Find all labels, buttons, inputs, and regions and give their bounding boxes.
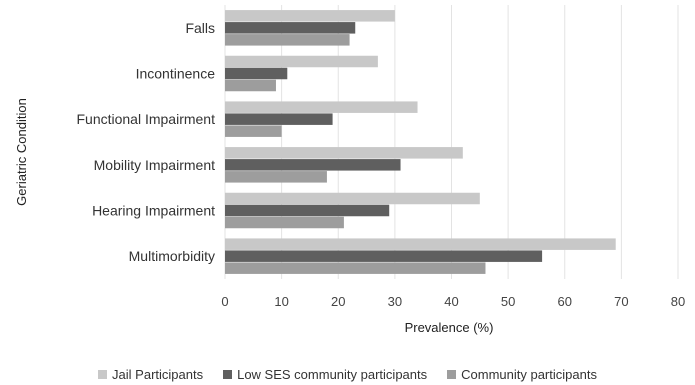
bar [225, 22, 356, 34]
x-tick-label: 20 [331, 294, 345, 309]
bar [225, 79, 276, 92]
legend-item: Community participants [447, 367, 597, 382]
x-tick-label: 40 [444, 294, 458, 309]
bar [225, 125, 282, 137]
bar [225, 10, 395, 22]
x-tick-label: 80 [671, 294, 685, 309]
x-tick-label: 50 [501, 294, 515, 309]
bar [225, 67, 288, 80]
category-label: Falls [185, 20, 215, 36]
bar [225, 238, 616, 250]
bar [225, 34, 350, 46]
legend-label: Low SES community participants [237, 366, 428, 382]
bar [225, 113, 333, 125]
bar [225, 192, 480, 205]
x-tick-label: 10 [274, 294, 288, 309]
legend-swatch [223, 369, 233, 379]
bar [225, 147, 463, 159]
gridlines [224, 5, 679, 279]
x-tick-label: 0 [221, 294, 228, 309]
x-axis-title: Prevalence (%) [405, 320, 494, 335]
x-tick-label: 70 [614, 294, 628, 309]
x-tick-label: 30 [388, 294, 402, 309]
category-label: Hearing Impairment [92, 203, 215, 219]
legend-item: Jail Participants [98, 367, 203, 382]
bar [225, 55, 378, 68]
bar [225, 204, 390, 217]
category-label: Functional Impairment [76, 111, 215, 127]
legend-item: Low SES community participants [223, 367, 427, 382]
bar [225, 101, 418, 113]
category-label: Incontinence [136, 66, 216, 82]
legend-label: Community participants [461, 366, 597, 382]
legend-label: Jail Participants [112, 366, 204, 382]
y-axis-title: Geriatric Condition [14, 98, 29, 206]
bar [225, 159, 401, 171]
category-label: Mobility Impairment [94, 157, 215, 173]
legend-swatch [98, 369, 108, 379]
category-labels: Falls Incontinence Functional Impairment Mo… [76, 20, 215, 264]
bar-group [225, 10, 616, 274]
bar [225, 216, 344, 229]
category-label: Multimorbidity [129, 248, 215, 264]
bar-chart: Falls Incontinence Functional Impairment Mo… [14, 5, 685, 335]
bar [225, 171, 327, 183]
legend-swatch [447, 369, 457, 379]
bar [225, 250, 543, 262]
x-tick-labels: 0 10 20 30 40 50 60 70 80 [221, 294, 685, 309]
x-tick-label: 60 [558, 294, 572, 309]
bar [225, 262, 486, 274]
legend: Jail Participants Low SES community parti… [0, 364, 695, 384]
